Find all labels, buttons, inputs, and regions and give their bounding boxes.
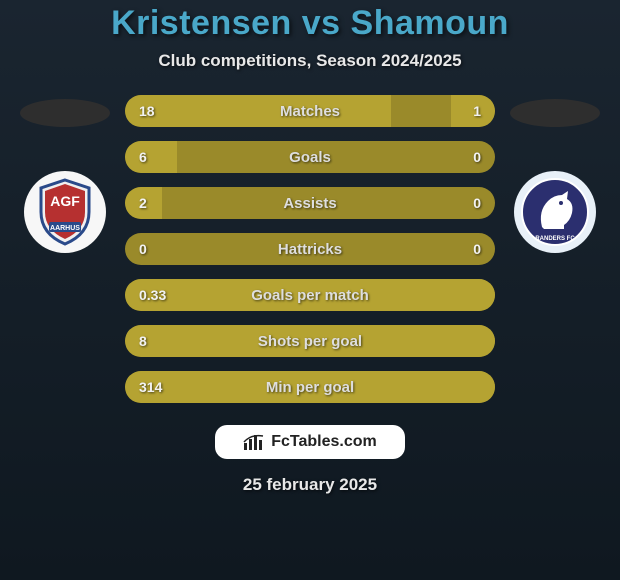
stat-left-value: 0.33: [139, 287, 169, 303]
stat-left-value: 8: [139, 333, 169, 349]
stat-label: Hattricks: [278, 241, 342, 258]
left-player-ellipse: [20, 99, 110, 127]
horse-badge-icon: RANDERS FC: [520, 177, 590, 247]
stats-bars: 18 Matches 1 6 Goals 0 2 Assists 0 0 Hattricks 0 0.3…: [125, 95, 495, 403]
stat-bar: 0.33 Goals per match: [125, 279, 495, 311]
date-label: 25 february 2025: [243, 475, 377, 495]
right-player-ellipse: [510, 99, 600, 127]
stat-right-value: 0: [451, 195, 481, 211]
stat-left-value: 0: [139, 241, 169, 257]
right-player-col: RANDERS FC: [505, 95, 605, 253]
subtitle: Club competitions, Season 2024/2025: [158, 51, 461, 71]
right-team-badge: RANDERS FC: [514, 171, 596, 253]
brand-pill[interactable]: FcTables.com: [215, 425, 405, 459]
stat-bar: 2 Assists 0: [125, 187, 495, 219]
stat-label: Goals per match: [251, 287, 369, 304]
stat-bar: 0 Hattricks 0: [125, 233, 495, 265]
page-title: Kristensen vs Shamoun: [111, 4, 509, 43]
stat-left-value: 2: [139, 195, 169, 211]
stat-label: Assists: [283, 195, 336, 212]
stat-label: Matches: [280, 103, 340, 120]
stat-label: Min per goal: [266, 379, 354, 396]
comparison-row: AARHUS AGF 18 Matches 1 6 Goals 0 2 Assists 0 0 Ha…: [0, 95, 620, 403]
stat-right-value: 1: [451, 103, 481, 119]
left-team-badge: AARHUS AGF: [24, 171, 106, 253]
stat-bar: 18 Matches 1: [125, 95, 495, 127]
stat-bar: 8 Shots per goal: [125, 325, 495, 357]
svg-text:RANDERS FC: RANDERS FC: [535, 236, 575, 242]
stat-label: Goals: [289, 149, 331, 166]
stat-right-value: 0: [451, 149, 481, 165]
left-player-col: AARHUS AGF: [15, 95, 115, 253]
stat-label: Shots per goal: [258, 333, 362, 350]
stat-left-value: 18: [139, 103, 169, 119]
root: Kristensen vs Shamoun Club competitions,…: [0, 0, 620, 580]
brand-text: FcTables.com: [271, 433, 377, 451]
stat-bar: 314 Min per goal: [125, 371, 495, 403]
stat-left-value: 314: [139, 379, 169, 395]
bars-icon: [243, 433, 265, 451]
stat-right-value: 0: [451, 241, 481, 257]
stat-left-value: 6: [139, 149, 169, 165]
stat-bar: 6 Goals 0: [125, 141, 495, 173]
svg-text:AARHUS: AARHUS: [50, 225, 80, 232]
svg-text:AGF: AGF: [50, 193, 80, 209]
shield-icon: AARHUS AGF: [35, 178, 95, 246]
